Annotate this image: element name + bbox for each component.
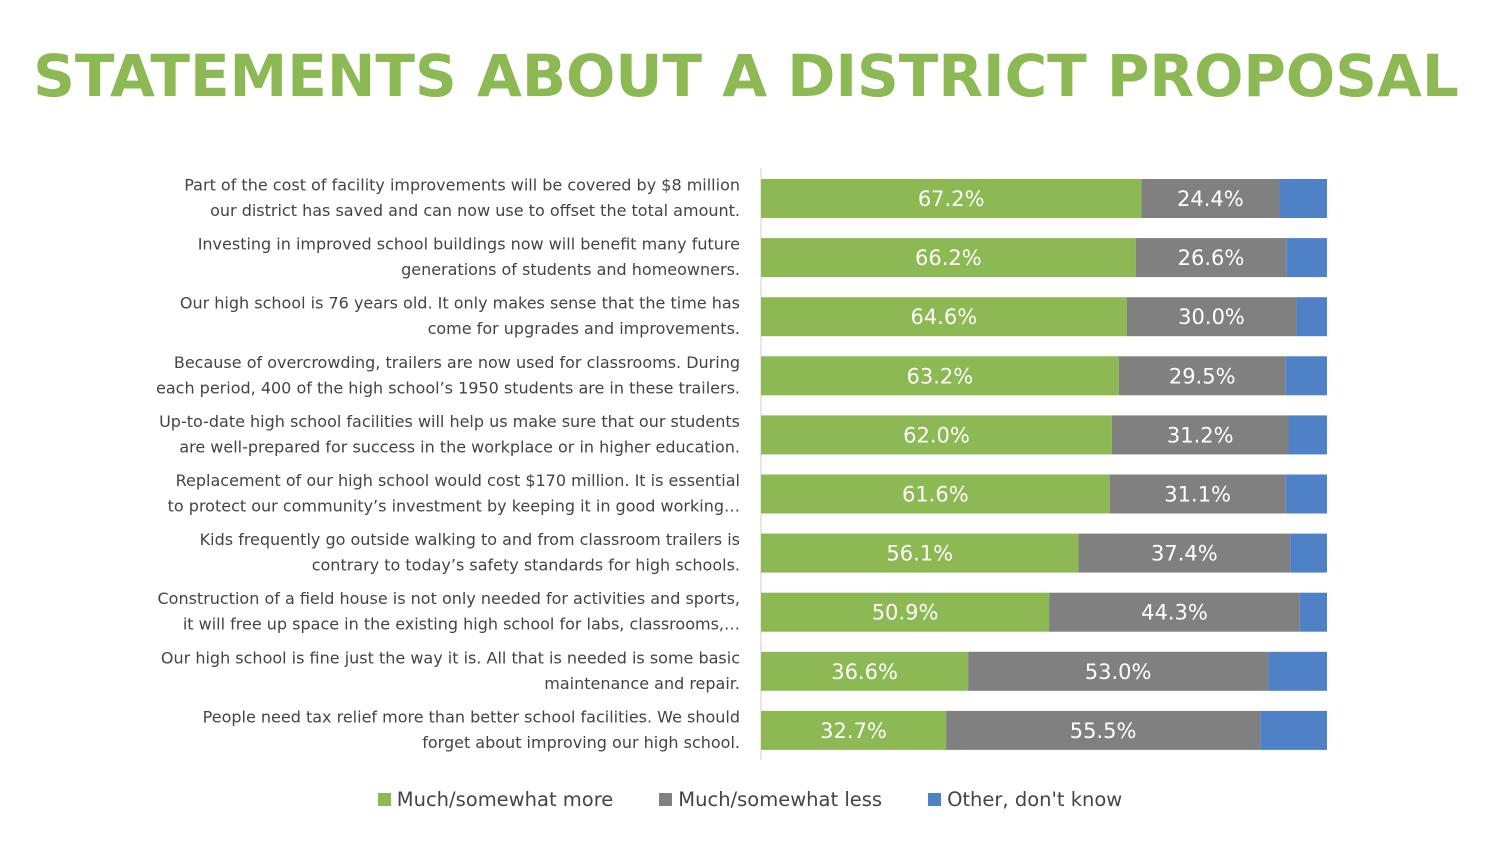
legend-swatch-less xyxy=(659,793,673,806)
bar-segment xyxy=(1109,474,1286,514)
bar-segment xyxy=(761,533,1079,573)
data-label: 32.7% xyxy=(820,719,887,743)
bar-segment xyxy=(1078,533,1291,573)
category-label: Part of the cost of facility improvement… xyxy=(184,176,740,195)
category-label: Construction of a field house is not onl… xyxy=(157,589,740,608)
bar-segment xyxy=(1260,710,1327,750)
data-label: 50.9% xyxy=(872,601,939,625)
bar-segment xyxy=(1285,356,1327,396)
bar-segment xyxy=(1286,238,1327,278)
data-label: 56.1% xyxy=(886,542,953,566)
category-label: Investing in improved school buildings n… xyxy=(198,235,740,254)
bar-segment xyxy=(761,710,947,750)
bar-segment xyxy=(761,592,1050,632)
category-label: Kids frequently go outside walking to an… xyxy=(200,530,740,549)
data-label: 31.2% xyxy=(1167,423,1234,447)
category-label: it will free up space in the existing hi… xyxy=(183,615,740,634)
bar-segment xyxy=(1285,474,1327,514)
data-label: 62.0% xyxy=(903,423,970,447)
bar-segment xyxy=(1279,179,1327,218)
data-label: 44.3% xyxy=(1141,601,1208,625)
data-label: 30.0% xyxy=(1178,305,1245,329)
data-label: 26.6% xyxy=(1178,246,1245,270)
category-label: come for upgrades and improvements. xyxy=(428,319,740,338)
bar-segment xyxy=(761,651,969,691)
legend-swatch-other xyxy=(928,793,942,806)
category-label: Up-to-date high school facilities will h… xyxy=(159,412,740,431)
data-label: 29.5% xyxy=(1169,364,1236,388)
page-title: STATEMENTS ABOUT A DISTRICT PROPOSAL xyxy=(33,42,1459,110)
bar-segment xyxy=(1290,533,1327,573)
data-label: 37.4% xyxy=(1151,542,1218,566)
bar-segment xyxy=(968,651,1269,691)
bar-segment xyxy=(1296,297,1327,337)
bar-segment xyxy=(761,415,1112,455)
category-label: forget about improving our high school. xyxy=(422,733,740,752)
legend-swatch-more xyxy=(377,793,391,806)
data-label: 63.2% xyxy=(906,364,973,388)
bar-segment xyxy=(761,474,1110,514)
data-label: 61.6% xyxy=(902,483,969,507)
bar-segment xyxy=(1299,592,1327,632)
bar-segment xyxy=(1288,415,1327,455)
data-label: 53.0% xyxy=(1085,660,1152,684)
category-label: Our high school is 76 years old. It only… xyxy=(180,294,740,313)
category-label: People need tax relief more than better … xyxy=(203,707,740,726)
data-label: 66.2% xyxy=(915,246,982,270)
category-label: our district has saved and can now use t… xyxy=(210,201,740,220)
category-label: contrary to today’s safety standards for… xyxy=(312,556,740,575)
category-label: are well-prepared for success in the wor… xyxy=(179,437,740,456)
category-label: Replacement of our high school would cos… xyxy=(176,471,740,490)
category-label: to protect our community’s investment by… xyxy=(168,497,740,516)
category-label: maintenance and repair. xyxy=(544,674,740,693)
data-label: 36.6% xyxy=(831,660,898,684)
bar-segment xyxy=(1141,179,1280,218)
bar-segment xyxy=(1268,651,1327,691)
bar-segment xyxy=(1111,415,1289,455)
bar-segment xyxy=(1049,592,1300,632)
legend-label-more: Much/somewhat more xyxy=(396,788,614,811)
data-label: 31.1% xyxy=(1164,483,1231,507)
data-label: 55.5% xyxy=(1070,719,1137,743)
bar-segment xyxy=(1135,238,1287,278)
legend-label-other: Other, don't know xyxy=(947,788,1123,811)
bar-segment xyxy=(761,238,1136,278)
category-label: Because of overcrowding, trailers are no… xyxy=(174,353,740,372)
bar-segment xyxy=(761,179,1142,218)
category-label: generations of students and homeowners. xyxy=(401,260,740,279)
legend-item-other: Other, don't know xyxy=(928,788,1122,811)
bar-segment xyxy=(761,297,1127,337)
legend-label-less: Much/somewhat less xyxy=(678,788,883,811)
category-label: each period, 400 of the high school’s 19… xyxy=(156,378,740,397)
data-label: 67.2% xyxy=(918,187,985,211)
data-label: 24.4% xyxy=(1177,187,1244,211)
legend-item-less: Much/somewhat less xyxy=(659,788,882,811)
data-label: 64.6% xyxy=(910,305,977,329)
bar-segment xyxy=(1126,297,1297,337)
bar-segment xyxy=(946,710,1261,750)
category-label: Our high school is fine just the way it … xyxy=(161,648,740,667)
bar-segment xyxy=(1118,356,1286,396)
legend-item-more: Much/somewhat more xyxy=(377,788,614,811)
chart-legend: Much/somewhat more Much/somewhat less Ot… xyxy=(0,788,1500,811)
bar-segment xyxy=(761,356,1119,396)
